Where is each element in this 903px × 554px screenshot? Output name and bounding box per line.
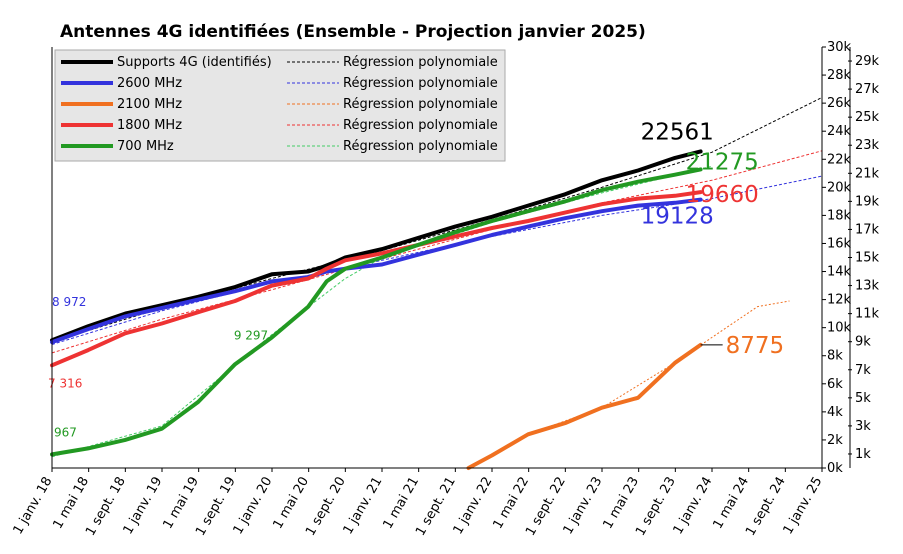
- legend-label-regression: Régression polynomiale: [343, 55, 498, 70]
- y-right-tick-label: 13k: [855, 279, 880, 294]
- legend-label-regression: Régression polynomiale: [343, 139, 498, 154]
- x-tick-label: 1 mai 22: [490, 475, 532, 532]
- y-right-tick-label: 5k: [855, 391, 871, 406]
- end-value-label: 21275: [686, 149, 759, 175]
- legend-label: 700 MHz: [117, 139, 174, 154]
- start-value-label: 967: [54, 425, 77, 439]
- x-tick-label: 1 mai 20: [270, 475, 312, 532]
- start-value-label: 7 316: [48, 376, 82, 390]
- y-left-tick-label: 4k: [827, 405, 843, 420]
- y-right-tick-label: 23k: [855, 138, 880, 153]
- y-right-tick-label: 19k: [855, 194, 880, 209]
- chart-title: Antennes 4G identifiées (Ensemble - Proj…: [60, 22, 646, 42]
- plot-area: 22561 19128 8 972 8775 19660 7 316 21275 967 9 2…: [48, 97, 823, 470]
- x-tick-label: 1 mai 18: [50, 475, 92, 532]
- y-left-tick-label: 10k: [827, 321, 852, 336]
- x-tick-label: 1 mai 24: [710, 475, 752, 532]
- mid-value-label: 9 297: [234, 329, 268, 343]
- y-left-tick-label: 22k: [827, 152, 852, 167]
- start-value-label: 8 972: [52, 295, 86, 309]
- legend-label-regression: Régression polynomiale: [343, 76, 498, 91]
- y-left-tick-label: 28k: [827, 68, 852, 83]
- y-left-tick-label: 14k: [827, 265, 852, 280]
- series-line: [466, 342, 703, 470]
- y-right-tick-label: 29k: [855, 54, 880, 69]
- x-tick-label: 1 mai 23: [600, 475, 642, 532]
- y-right-tick-label: 1k: [855, 447, 871, 462]
- y-right-tick-label: 17k: [855, 222, 880, 237]
- legend-label-regression: Régression polynomiale: [343, 97, 498, 112]
- legend-label: 2100 MHz: [117, 97, 182, 112]
- y-right-tick-label: 25k: [855, 110, 880, 125]
- y-right-tick-label: 27k: [855, 82, 880, 97]
- y-right-tick-label: 15k: [855, 251, 880, 266]
- y-right-tick-label: 3k: [855, 419, 871, 434]
- y-right-tick-label: 7k: [855, 363, 871, 378]
- y-right-tick-label: 21k: [855, 166, 880, 181]
- y-right-tick-label: 11k: [855, 307, 880, 322]
- series-line: [50, 149, 703, 343]
- y-left-tick-label: 12k: [827, 293, 852, 308]
- y-left-tick-label: 0k: [827, 461, 843, 476]
- legend-box: [54, 49, 506, 162]
- x-tick-label: 1 mai 19: [160, 475, 202, 532]
- end-value-label: 19660: [686, 182, 759, 208]
- y-left-tick-label: 30k: [827, 40, 852, 55]
- end-value-label: 22561: [641, 119, 714, 145]
- legend: Supports 4G (identifiés) Régression polyn…: [54, 49, 506, 162]
- y-right-tick-label: 9k: [855, 335, 871, 350]
- legend-label: 1800 MHz: [117, 118, 182, 133]
- y-left-tick-label: 2k: [827, 433, 843, 448]
- y-left-tick-label: 20k: [827, 180, 852, 195]
- y-left-tick-label: 26k: [827, 96, 852, 111]
- regression-line: [51, 97, 823, 343]
- y-left-tick-label: 8k: [827, 349, 843, 364]
- y-left-tick-label: 18k: [827, 208, 852, 223]
- x-tick-label: 1 mai 21: [380, 475, 422, 532]
- series-line: [50, 197, 703, 345]
- y-left-tick-label: 16k: [827, 236, 852, 251]
- x-tick-label: 1 janv. 18: [11, 475, 56, 538]
- legend-label: 2600 MHz: [117, 76, 182, 91]
- series-line: [50, 190, 703, 368]
- end-value-label: 19128: [641, 204, 714, 230]
- y-left-tick-label: 6k: [827, 377, 843, 392]
- legend-label: Supports 4G (identifiés): [117, 55, 272, 70]
- y-left-tick-label: 24k: [827, 124, 852, 139]
- series-line: [50, 167, 703, 457]
- legend-label-regression: Régression polynomiale: [343, 118, 498, 133]
- end-value-label: 8775: [726, 333, 785, 359]
- regression-line: [51, 150, 823, 354]
